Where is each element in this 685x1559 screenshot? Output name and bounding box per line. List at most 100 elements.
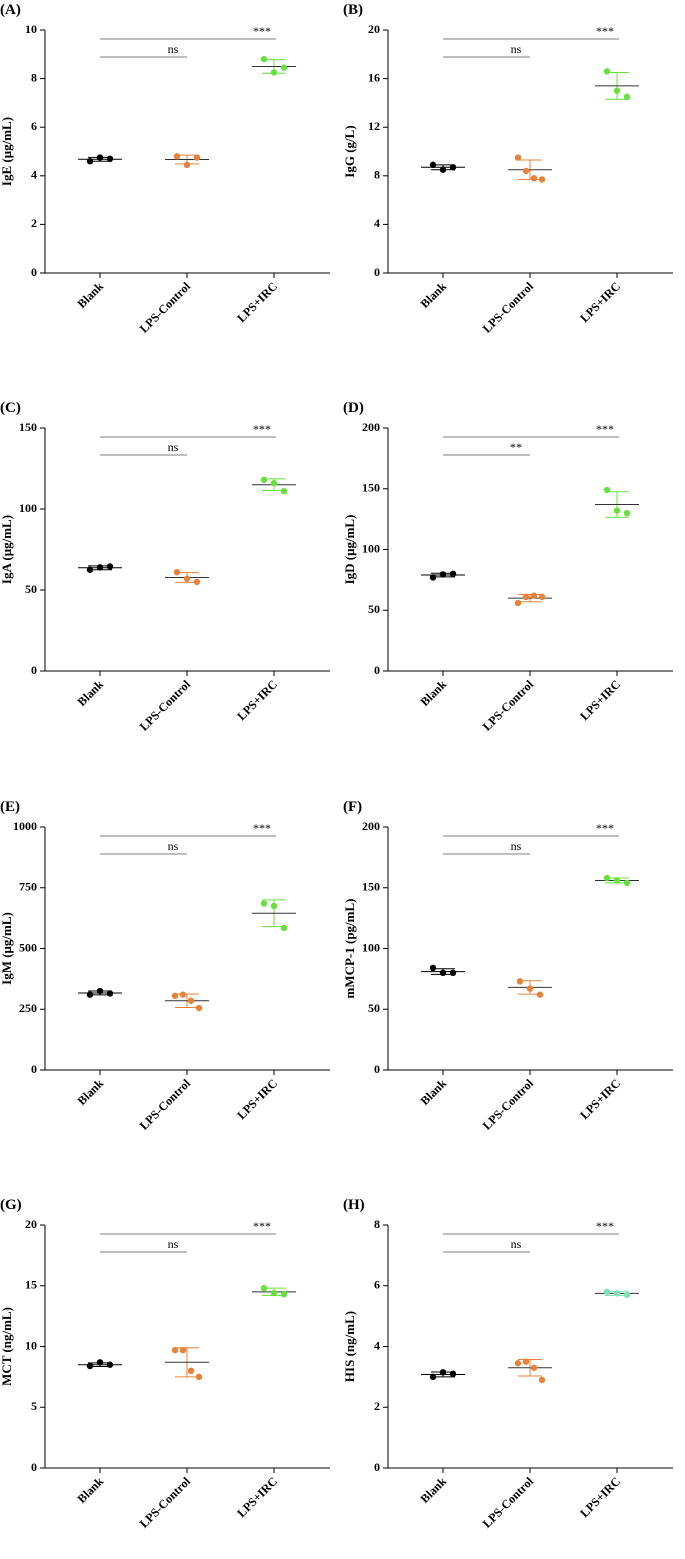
data-point bbox=[106, 990, 114, 997]
data-point bbox=[449, 969, 457, 976]
x-tick-label: Blank bbox=[418, 1474, 450, 1506]
significance-label: *** bbox=[596, 1219, 614, 1233]
significance-label: *** bbox=[596, 821, 614, 835]
y-tick-label: 20 bbox=[25, 1217, 37, 1231]
data-point bbox=[179, 1346, 187, 1354]
data-point bbox=[173, 568, 181, 576]
data-point bbox=[280, 487, 288, 495]
significance-label: ns bbox=[511, 42, 522, 56]
x-tick-label: Blank bbox=[75, 279, 107, 311]
x-tick-label: LPS-Control bbox=[137, 1474, 194, 1531]
y-tick-label: 0 bbox=[374, 663, 380, 677]
data-point bbox=[270, 902, 278, 910]
y-tick-label: 6 bbox=[374, 1278, 380, 1292]
y-tick-label: 100 bbox=[362, 541, 380, 555]
data-point bbox=[522, 167, 530, 175]
data-point bbox=[429, 161, 437, 169]
y-tick-label: 10 bbox=[25, 1338, 37, 1352]
panel-label: (B) bbox=[343, 2, 363, 18]
y-tick-label: 15 bbox=[25, 1278, 37, 1292]
data-point bbox=[536, 991, 544, 998]
significance-label: *** bbox=[596, 24, 614, 38]
x-tick-label: LPS+IRC bbox=[577, 279, 623, 325]
data-point bbox=[613, 1290, 621, 1297]
x-tick-label: LPS-Control bbox=[480, 1076, 537, 1133]
y-tick-label: 2 bbox=[374, 1399, 380, 1413]
y-tick-label: 100 bbox=[362, 940, 380, 954]
significance-label: *** bbox=[253, 821, 271, 835]
y-tick-label: 8 bbox=[31, 70, 37, 84]
y-axis-label: IgM (μg/mL) bbox=[0, 912, 14, 985]
y-tick-label: 1000 bbox=[13, 819, 37, 833]
y-tick-label: 50 bbox=[368, 1001, 380, 1015]
data-point bbox=[530, 1364, 538, 1371]
x-tick-label: LPS-Control bbox=[480, 1474, 537, 1531]
significance-label: ns bbox=[168, 839, 179, 853]
y-axis-label: IgG (g/L) bbox=[342, 125, 357, 177]
panel: (E) IgM (μg/mL) 0 250 500 750 1000 Blank LPS-Con… bbox=[0, 799, 330, 1133]
y-tick-label: 100 bbox=[19, 501, 37, 515]
y-axis-label: IgE (μg/mL) bbox=[0, 117, 14, 186]
significance-label: ** bbox=[510, 440, 522, 454]
y-tick-label: 0 bbox=[31, 1062, 37, 1076]
data-point bbox=[106, 1361, 114, 1368]
y-tick-label: 16 bbox=[368, 70, 380, 84]
panel-label: (A) bbox=[0, 2, 21, 18]
data-point bbox=[538, 593, 546, 601]
data-point bbox=[439, 571, 447, 578]
y-tick-label: 8 bbox=[374, 168, 380, 182]
panel: (H) HIS (ng/mL) 0 2 4 6 8 Blank LPS-Control LPS+I… bbox=[342, 1197, 673, 1531]
data-point bbox=[514, 154, 522, 161]
panel: (D) IgD (μg/mL) 0 50 100 150 200 Blank LPS-Contr… bbox=[342, 400, 673, 734]
significance-label: ns bbox=[511, 839, 522, 853]
y-tick-label: 200 bbox=[362, 420, 380, 434]
y-tick-label: 50 bbox=[368, 602, 380, 616]
data-point bbox=[623, 879, 631, 887]
data-point bbox=[514, 599, 522, 607]
panel-label: (F) bbox=[343, 799, 362, 815]
x-tick-label: LPS+IRC bbox=[577, 677, 623, 723]
y-tick-label: 50 bbox=[25, 582, 37, 596]
data-point bbox=[530, 592, 538, 599]
panel-label: (G) bbox=[0, 1197, 22, 1213]
y-tick-label: 150 bbox=[362, 481, 380, 495]
significance-label: *** bbox=[253, 24, 271, 38]
panel-label: (D) bbox=[343, 400, 364, 416]
data-point bbox=[193, 154, 201, 161]
data-point bbox=[429, 964, 437, 972]
data-point bbox=[171, 992, 179, 1000]
panel-label: (C) bbox=[0, 400, 21, 416]
y-tick-label: 500 bbox=[19, 940, 37, 954]
data-point bbox=[516, 978, 524, 985]
y-tick-label: 0 bbox=[31, 1460, 37, 1474]
significance-label: *** bbox=[596, 422, 614, 436]
data-point bbox=[260, 1284, 268, 1292]
panel: (G) MCT (ng/mL) 0 5 10 15 20 Blank LPS-Control LP… bbox=[0, 1197, 330, 1531]
data-point bbox=[538, 176, 546, 183]
data-point bbox=[106, 155, 114, 162]
data-point bbox=[280, 64, 288, 71]
data-point bbox=[613, 877, 621, 884]
y-tick-label: 150 bbox=[19, 420, 37, 434]
data-point bbox=[429, 574, 437, 581]
x-tick-label: Blank bbox=[75, 1474, 107, 1506]
data-point bbox=[280, 1291, 288, 1298]
panel: (A) IgE (μg/mL) 0 2 4 6 8 10 Blank LPS-Control LPS… bbox=[0, 2, 330, 336]
data-point bbox=[603, 874, 611, 882]
data-point bbox=[623, 509, 631, 517]
y-tick-label: 0 bbox=[31, 663, 37, 677]
y-tick-label: 4 bbox=[31, 168, 37, 182]
data-point bbox=[526, 985, 534, 992]
y-tick-label: 0 bbox=[374, 1460, 380, 1474]
data-point bbox=[96, 1359, 104, 1366]
panel: (C) IgA (μg/mL) 0 50 100 150 Blank LPS-Control L… bbox=[0, 400, 330, 734]
x-tick-label: LPS-Control bbox=[137, 279, 194, 336]
data-point bbox=[603, 68, 611, 75]
data-point bbox=[193, 578, 201, 586]
data-point bbox=[522, 593, 530, 601]
significance-label: ns bbox=[168, 440, 179, 454]
x-tick-label: LPS+IRC bbox=[234, 677, 280, 723]
data-point bbox=[522, 1358, 530, 1365]
data-point bbox=[183, 575, 191, 582]
